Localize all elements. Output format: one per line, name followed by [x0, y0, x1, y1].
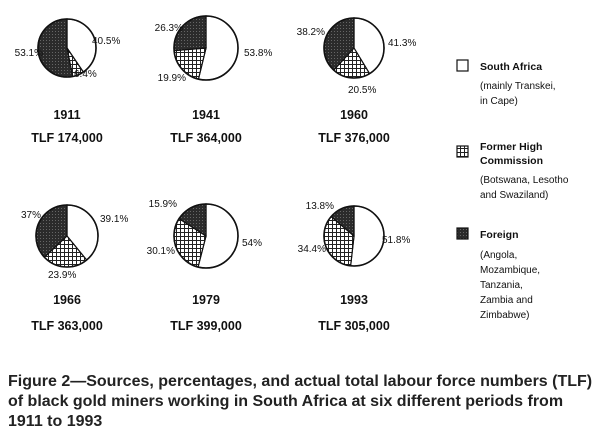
percent-label: 54% [242, 238, 262, 249]
legend-swatch [456, 59, 469, 72]
pie-outline [323, 205, 385, 267]
percent-label: 38.2% [297, 27, 325, 38]
percent-label: 37% [21, 210, 41, 221]
percent-label: 15.9% [149, 199, 177, 210]
pie-outline [173, 203, 239, 269]
legend-description: Mozambique, [480, 265, 540, 276]
pie-chart-1966: 39.1% 23.9% 37% 1966 TLF 363,000 [21, 204, 128, 333]
tlf-label: TLF 305,000 [318, 319, 390, 333]
slice-south-africa [349, 205, 385, 267]
pie-chart-1993: 51.8% 34.4% 13.8% 1993 TLF 305,000 [298, 201, 411, 333]
legend-description: (Angola, [480, 250, 517, 261]
tlf-label: TLF 399,000 [170, 319, 242, 333]
legend-description: (Botswana, Lesotho [480, 175, 569, 186]
legend-item-south-africa: South Africa (mainly Transkei, in Cape) [456, 59, 556, 107]
legend: South Africa (mainly Transkei, in Cape) For… [456, 59, 569, 321]
pie-outline [37, 18, 97, 78]
tlf-label: TLF 376,000 [318, 131, 390, 145]
percent-label: 13.8% [306, 201, 334, 212]
percent-label: 23.9% [48, 270, 76, 281]
pie-chart-1979: 54% 30.1% 15.9% 1979 TLF 399,000 [147, 199, 262, 333]
tlf-label: TLF 364,000 [170, 131, 242, 145]
figure: 40.5% 6.4% 53.1% 1911 TLF 174,000 53.8% 19.9% 2… [15, 15, 569, 333]
year-label: 1941 [192, 108, 220, 122]
pie-outline [35, 204, 99, 268]
legend-title: Commission [480, 155, 543, 167]
legend-description: Zimbabwe) [480, 310, 529, 321]
percent-label: 41.3% [388, 38, 416, 49]
percent-label: 26.3% [155, 23, 183, 34]
year-label: 1966 [53, 293, 81, 307]
tlf-label: TLF 363,000 [31, 319, 103, 333]
percent-label: 19.9% [158, 73, 186, 84]
pie-outline [173, 15, 239, 81]
percent-label: 40.5% [92, 36, 120, 47]
pie-chart-1960: 41.3% 20.5% 38.2% 1960 TLF 376,000 [297, 17, 416, 145]
percent-label: 53.1% [15, 48, 43, 59]
percent-label: 53.8% [244, 48, 272, 59]
legend-swatch [456, 145, 469, 158]
year-label: 1960 [340, 108, 368, 122]
percent-label: 6.4% [74, 69, 97, 80]
year-label: 1911 [53, 108, 80, 122]
year-label: 1979 [192, 293, 220, 307]
pie-chart-1941: 53.8% 19.9% 26.3% 1941 TLF 364,000 [155, 15, 272, 145]
legend-description: (mainly Transkei, [480, 81, 556, 92]
percent-label: 30.1% [147, 246, 175, 257]
legend-title: Former High [480, 141, 542, 153]
legend-description: Zambia and [480, 295, 533, 306]
legend-title: Foreign [480, 229, 519, 241]
legend-title: South Africa [480, 61, 542, 73]
percent-label: 34.4% [298, 244, 326, 255]
pie-outline [323, 17, 385, 79]
percent-label: 51.8% [382, 235, 410, 246]
legend-description: Tanzania, [480, 280, 523, 291]
legend-description: in Cape) [480, 96, 518, 107]
percent-label: 39.1% [100, 214, 128, 225]
legend-swatch [456, 227, 469, 240]
legend-description: and Swaziland) [480, 190, 548, 201]
tlf-label: TLF 174,000 [31, 131, 103, 145]
legend-item-foreign: Foreign (Angola, Mozambique, Tanzania, Zambi… [456, 227, 540, 321]
figure-caption: Figure 2—Sources, percentages, and actua… [8, 373, 593, 430]
pie-chart-1911: 40.5% 6.4% 53.1% 1911 TLF 174,000 [15, 18, 120, 145]
legend-item-former-high: Former High Commission (Botswana, Lesotho a… [456, 141, 569, 201]
percent-label: 20.5% [348, 85, 376, 96]
pie-charts: 40.5% 6.4% 53.1% 1911 TLF 174,000 53.8% 19.9% 2… [15, 15, 416, 333]
slice-foreign [37, 18, 74, 78]
year-label: 1993 [340, 293, 368, 307]
